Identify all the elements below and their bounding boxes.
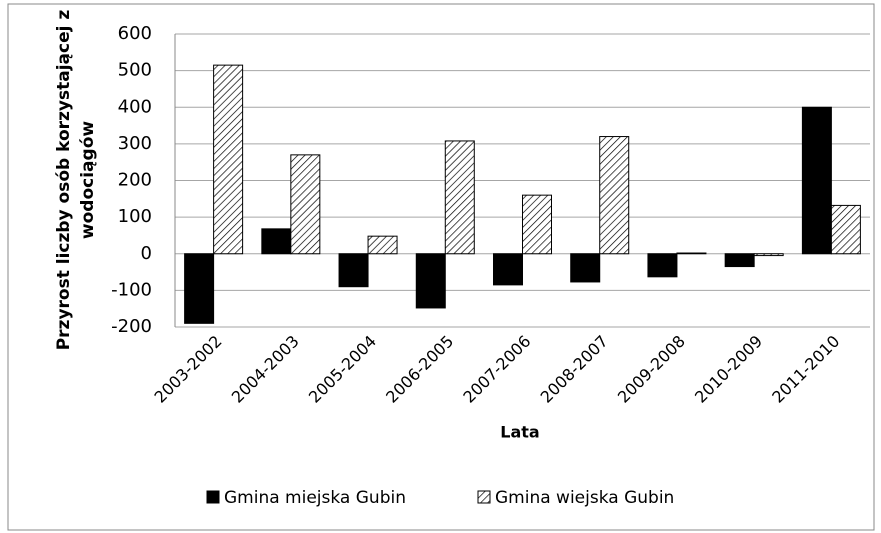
- bar: [830, 204, 861, 255]
- y-tick-label: -100: [111, 279, 152, 300]
- bar: [184, 253, 215, 324]
- bar: [801, 106, 832, 255]
- y-axis-label: wodociągów: [78, 121, 98, 239]
- x-axis-label: Lata: [500, 423, 539, 442]
- legend-swatch: [206, 490, 220, 504]
- y-tick-label: 200: [118, 170, 152, 191]
- y-tick-label: 400: [118, 96, 152, 117]
- bar: [647, 253, 678, 278]
- bar: [599, 136, 630, 255]
- legend-swatch: [477, 490, 491, 504]
- y-tick-label: 600: [118, 23, 152, 44]
- bar: [522, 194, 552, 255]
- legend-label: Gmina miejska Gubin: [224, 488, 406, 508]
- bar: [570, 253, 601, 283]
- bar: [261, 228, 292, 255]
- bar: [290, 154, 321, 255]
- y-tick-label: 100: [118, 206, 152, 227]
- bar: [444, 140, 475, 255]
- bar: [493, 253, 523, 286]
- bar: [415, 253, 446, 309]
- y-tick-label: -200: [111, 316, 152, 337]
- y-tick-label: 300: [118, 133, 152, 154]
- bar: [724, 253, 755, 268]
- bar: [367, 235, 398, 255]
- y-axis-label: Przyrost liczby osób korzystającej z: [54, 10, 74, 351]
- bar: [753, 253, 784, 257]
- bar: [676, 252, 707, 255]
- y-tick-label: 500: [118, 60, 152, 81]
- bar: [213, 64, 244, 255]
- legend-label: Gmina wiejska Gubin: [495, 488, 674, 508]
- y-tick-label: 0: [141, 243, 152, 264]
- bar: [338, 253, 369, 288]
